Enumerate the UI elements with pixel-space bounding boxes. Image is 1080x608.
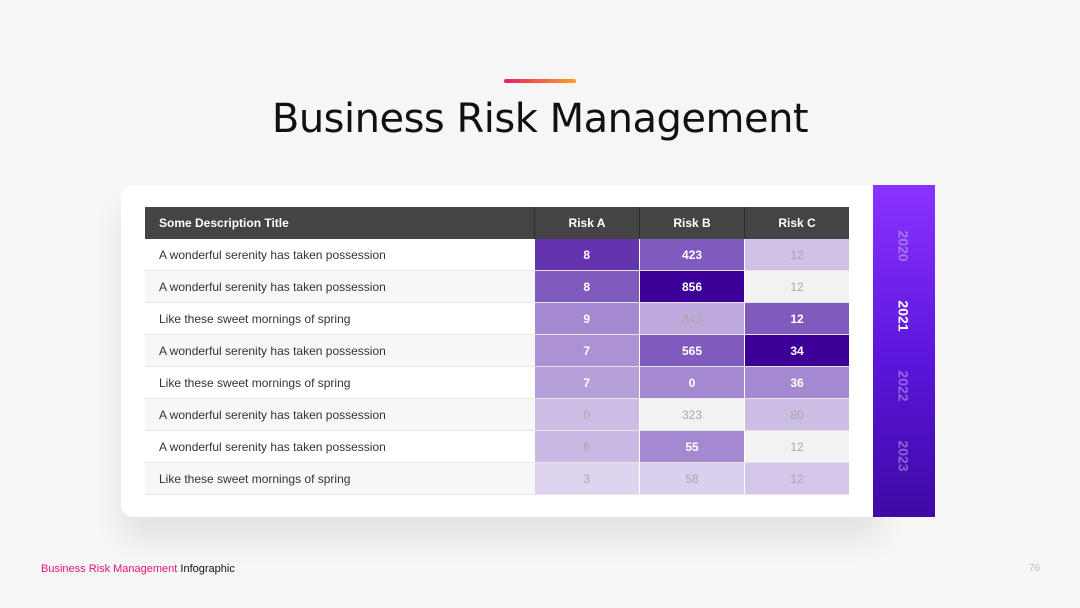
table-row: Like these sweet mornings of spring 7 0 36 [145,366,849,399]
row-description: Like these sweet mornings of spring [145,366,535,399]
cell-risk-a: 8 [534,270,640,303]
table-row: A wonderful serenity has taken possessio… [145,398,849,431]
row-description: Like these sweet mornings of spring [145,462,535,495]
cell-risk-a: 7 [534,366,640,399]
header-risk-a: Risk A [534,207,640,239]
cell-risk-c: 80 [744,398,849,431]
cell-risk-a: 6 [534,430,640,463]
footer-caption: Business Risk Management Infographic [41,563,235,575]
row-description: A wonderful serenity has taken possessio… [145,398,535,431]
year-tab-2020[interactable]: 2020 [896,230,912,262]
cell-risk-a: 3 [534,462,640,495]
cell-risk-a: 8 [534,239,640,271]
header-risk-b: Risk B [639,207,745,239]
slide-title: Business Risk Management [271,96,809,142]
cell-risk-a: 0 [534,398,640,431]
year-selector: 2020 2021 2022 2023 [873,185,935,517]
year-tab-2022[interactable]: 2022 [896,370,912,402]
footer-rest: Infographic [180,563,235,575]
table-row: A wonderful serenity has taken possessio… [145,270,849,303]
cell-risk-b: 856 [639,270,745,303]
cell-risk-b: 343 [639,302,745,335]
row-description: Like these sweet mornings of spring [145,302,535,335]
table-row: A wonderful serenity has taken possessio… [145,239,849,271]
header-description: Some Description Title [145,207,535,239]
cell-risk-a: 7 [534,334,640,367]
cell-risk-c: 12 [744,270,849,303]
row-description: A wonderful serenity has taken possessio… [145,239,535,271]
row-description: A wonderful serenity has taken possessio… [145,270,535,303]
cell-risk-b: 0 [639,366,745,399]
cell-risk-c: 12 [744,462,849,495]
year-tab-2023[interactable]: 2023 [896,440,912,472]
year-tab-2021[interactable]: 2021 [896,300,912,332]
header-risk-c: Risk C [744,207,849,239]
title-accent-bar [504,79,576,83]
cell-risk-c: 34 [744,334,849,367]
cell-risk-a: 9 [534,302,640,335]
cell-risk-c: 12 [744,302,849,335]
row-description: A wonderful serenity has taken possessio… [145,430,535,463]
cell-risk-b: 55 [639,430,745,463]
risk-table-card: Some Description Title Risk A Risk B Ris… [121,185,881,517]
cell-risk-c: 12 [744,239,849,271]
cell-risk-b: 423 [639,239,745,271]
table-row: Like these sweet mornings of spring 9 343 1… [145,302,849,335]
footer-highlight: Business Risk Management [41,563,178,575]
cell-risk-c: 36 [744,366,849,399]
cell-risk-b: 565 [639,334,745,367]
table-row: A wonderful serenity has taken possessio… [145,430,849,463]
table-row: A wonderful serenity has taken possessio… [145,334,849,367]
page-number: 76 [1028,563,1040,574]
cell-risk-b: 323 [639,398,745,431]
table-header-row: Some Description Title Risk A Risk B Ris… [145,207,849,239]
row-description: A wonderful serenity has taken possessio… [145,334,535,367]
cell-risk-b: 58 [639,462,745,495]
risk-table: Some Description Title Risk A Risk B Ris… [145,207,849,495]
table-row: Like these sweet mornings of spring 3 58 12 [145,462,849,495]
cell-risk-c: 12 [744,430,849,463]
